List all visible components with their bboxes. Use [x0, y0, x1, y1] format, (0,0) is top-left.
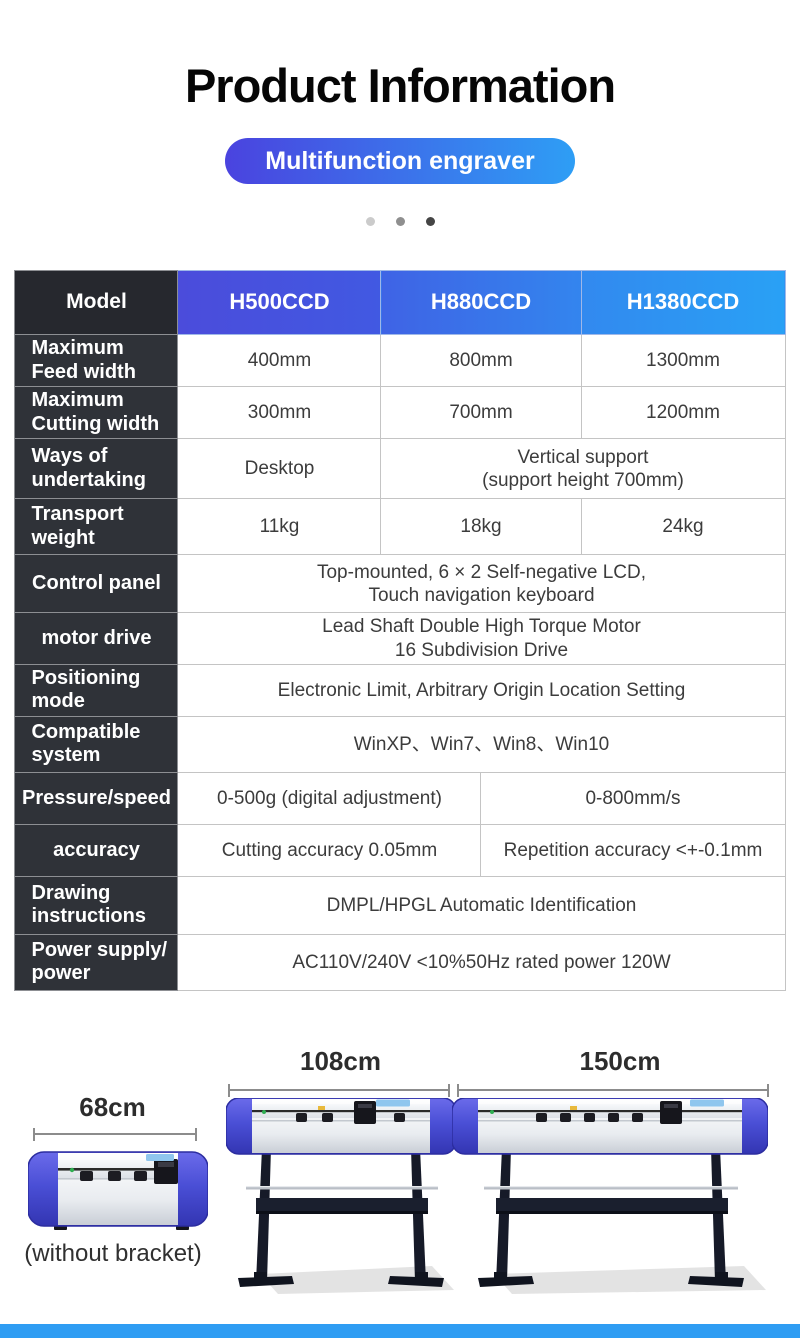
spec-value: Lead Shaft Double High Torque Motor 16 S…	[177, 612, 786, 665]
spec-label: Maximum Feed width	[14, 333, 179, 388]
spec-label: Power supply/ power	[14, 933, 179, 991]
spec-value: 1300mm	[580, 333, 786, 388]
spec-label: Control panel	[14, 554, 179, 614]
spec-value: Top-mounted, 6 × 2 Self-negative LCD, To…	[177, 554, 786, 614]
spec-value: DMPL/HPGL Automatic Identification	[177, 875, 786, 935]
table-row: Pressure/speed 0-500g (digital adjustmen…	[14, 771, 786, 825]
spec-value: 800mm	[380, 333, 582, 388]
spec-label: Transport weight	[14, 498, 179, 556]
spec-value: 0-800mm/s	[480, 771, 786, 825]
spec-label: Ways of undertaking	[14, 438, 179, 500]
size-comparison-gallery: 68cm	[0, 1036, 800, 1316]
spec-value: 300mm	[177, 386, 382, 440]
spec-value: Electronic Limit, Arbitrary Origin Locat…	[177, 663, 786, 717]
medium-cutter-image	[226, 1098, 456, 1294]
spec-value: 700mm	[380, 386, 582, 440]
size-label-medium: 108cm	[300, 1046, 381, 1076]
table-row: Transport weight 11kg 18kg 24kg	[14, 498, 786, 556]
spec-label: Compatible system	[14, 715, 179, 773]
spec-value: 24kg	[580, 498, 786, 556]
table-row: Maximum Cutting width 300mm 700mm 1200mm	[14, 386, 786, 440]
spec-table: Model H500CCD H880CCD H1380CCD Maximum F…	[14, 270, 786, 991]
table-row: Control panel Top-mounted, 6 × 2 Self-ne…	[14, 554, 786, 614]
carousel-dot-2[interactable]	[395, 217, 405, 226]
carousel-dot-3-active[interactable]	[425, 217, 435, 226]
dimension-line-large	[457, 1084, 769, 1097]
dimension-line-medium	[228, 1084, 450, 1097]
table-row: motor drive Lead Shaft Double High Torqu…	[14, 612, 786, 665]
table-row: Ways of undertaking Desktop Vertical sup…	[14, 438, 786, 500]
spec-value: Desktop	[177, 438, 382, 500]
large-cutter-image	[452, 1098, 768, 1294]
spec-value: 1200mm	[580, 386, 786, 440]
size-caption-small: (without bracket)	[24, 1240, 202, 1267]
spec-header-row: Model H500CCD H880CCD H1380CCD	[14, 270, 786, 335]
spec-value: 400mm	[177, 333, 382, 388]
spec-label: Pressure/speed	[14, 771, 179, 825]
table-row: Drawing instructions DMPL/HPGL Automatic…	[14, 875, 786, 935]
size-label-large: 150cm	[579, 1046, 661, 1076]
spec-label: Positioning mode	[14, 663, 179, 717]
spec-label: motor drive	[14, 612, 179, 665]
dimension-line-small	[33, 1128, 197, 1141]
spec-value: Vertical support (support height 700mm)	[380, 438, 786, 500]
spec-value: WinXP、Win7、Win8、Win10	[177, 715, 786, 773]
spec-value: Repetition accuracy <+-0.1mm	[480, 823, 786, 877]
size-label-small: 68cm	[79, 1092, 146, 1122]
spec-value: 18kg	[380, 498, 582, 556]
spec-label: Drawing instructions	[14, 875, 179, 935]
spec-value: 11kg	[177, 498, 382, 556]
spec-header-model: Model	[14, 270, 179, 335]
table-row: Maximum Feed width 400mm 800mm 1300mm	[14, 333, 786, 388]
carousel-dot-1[interactable]	[365, 217, 375, 226]
spec-label: Maximum Cutting width	[14, 386, 179, 440]
footer-accent-bar	[0, 1324, 800, 1338]
spec-header-h880ccd: H880CCD	[380, 270, 582, 335]
table-row: Positioning mode Electronic Limit, Arbit…	[14, 663, 786, 717]
table-row: Compatible system WinXP、Win7、Win8、Win10	[14, 715, 786, 773]
desktop-cutter-image	[28, 1151, 208, 1230]
spec-label: accuracy	[14, 823, 179, 877]
spec-value: 0-500g (digital adjustment)	[177, 771, 482, 825]
spec-value: AC110V/240V <10%50Hz rated power 120W	[177, 933, 786, 991]
spec-value: Cutting accuracy 0.05mm	[177, 823, 482, 877]
subtitle-badge-row: Multifunction engraver	[0, 138, 800, 184]
carousel-dots	[0, 217, 800, 226]
page-title: Product Information	[184, 59, 616, 112]
spec-header-h500ccd: H500CCD	[177, 270, 382, 335]
table-row: Power supply/ power AC110V/240V <10%50Hz…	[14, 933, 786, 991]
spec-header-h1380ccd: H1380CCD	[580, 270, 786, 335]
table-row: accuracy Cutting accuracy 0.05mm Repetit…	[14, 823, 786, 877]
subtitle-badge: Multifunction engraver	[225, 138, 575, 184]
